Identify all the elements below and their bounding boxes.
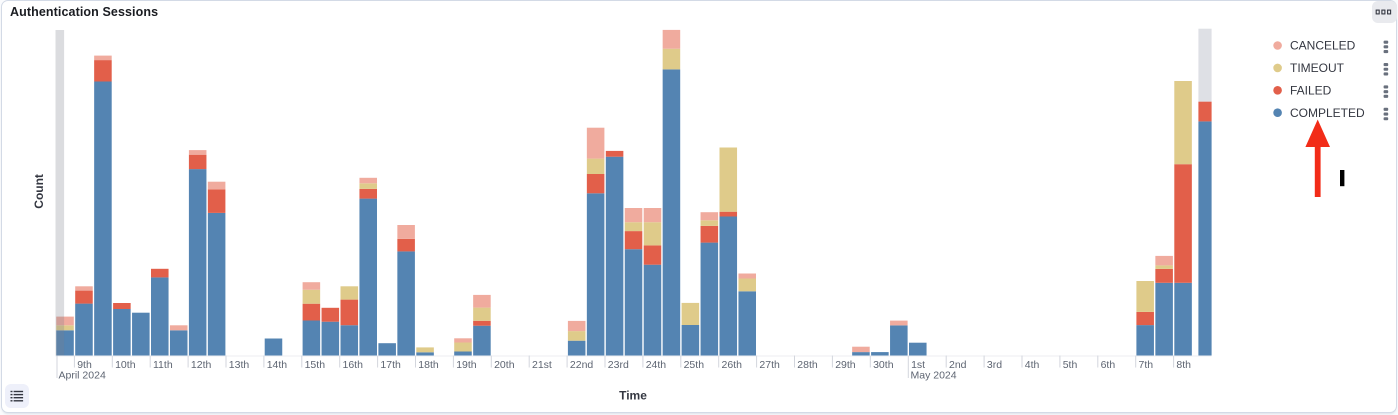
svg-text:21st: 21st (532, 359, 552, 371)
svg-text:Time: Time (619, 389, 647, 403)
svg-text:5th: 5th (1063, 359, 1078, 371)
svg-text:19th: 19th (456, 359, 477, 371)
svg-text:26th: 26th (722, 359, 743, 371)
svg-text:17th: 17th (380, 359, 401, 371)
svg-text:18th: 18th (418, 359, 439, 371)
svg-text:27th: 27th (759, 359, 780, 371)
svg-text:May 2024: May 2024 (911, 370, 957, 382)
svg-text:13th: 13th (229, 359, 250, 371)
svg-text:April 2024: April 2024 (59, 370, 106, 382)
svg-text:12th: 12th (191, 359, 212, 371)
svg-text:16th: 16th (343, 359, 364, 371)
svg-text:14th: 14th (267, 359, 288, 371)
svg-text:24th: 24th (646, 359, 667, 371)
svg-text:11th: 11th (153, 359, 173, 371)
svg-text:CANCELED: CANCELED (1290, 39, 1356, 53)
svg-text:1st: 1st (911, 359, 925, 371)
svg-text:10th: 10th (115, 359, 136, 371)
svg-text:15th: 15th (305, 359, 326, 371)
svg-text:Count: Count (32, 174, 46, 209)
svg-text:FAILED: FAILED (1290, 84, 1332, 98)
svg-text:COMPLETED: COMPLETED (1290, 106, 1365, 120)
svg-text:25th: 25th (684, 359, 705, 371)
svg-text:29th: 29th (835, 359, 856, 371)
svg-text:7th: 7th (1139, 359, 1154, 371)
svg-text:22nd: 22nd (570, 359, 594, 371)
svg-text:2nd: 2nd (949, 359, 967, 371)
svg-text:20th: 20th (494, 359, 515, 371)
svg-text:TIMEOUT: TIMEOUT (1290, 61, 1345, 75)
svg-text:8th: 8th (1176, 359, 1191, 371)
svg-text:28th: 28th (797, 359, 818, 371)
svg-text:6th: 6th (1101, 359, 1116, 371)
svg-text:30th: 30th (873, 359, 894, 371)
svg-text:4th: 4th (1025, 359, 1040, 371)
svg-text:23rd: 23rd (608, 359, 629, 371)
svg-text:3rd: 3rd (987, 359, 1002, 371)
svg-text:9th: 9th (77, 359, 92, 371)
